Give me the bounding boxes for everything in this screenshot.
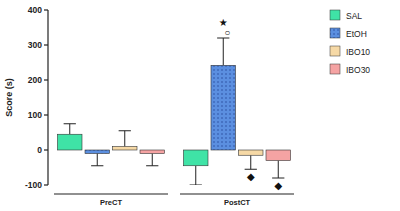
error-stem bbox=[97, 154, 98, 166]
error-stem bbox=[278, 161, 279, 179]
error-bar bbox=[91, 154, 103, 166]
y-tick bbox=[44, 79, 48, 80]
y-tick bbox=[44, 114, 48, 115]
bar bbox=[85, 150, 110, 154]
x-tick-label: PreCT bbox=[100, 198, 123, 207]
bar bbox=[140, 150, 165, 154]
y-tick bbox=[44, 44, 48, 45]
legend-label: IBO10 bbox=[346, 47, 370, 57]
category-bracket bbox=[180, 193, 294, 194]
y-tick-label: 0 bbox=[37, 145, 42, 155]
error-stem bbox=[250, 155, 251, 169]
y-axis bbox=[47, 10, 48, 185]
bar bbox=[239, 150, 264, 155]
y-tick bbox=[44, 149, 48, 150]
y-tick-label: 400 bbox=[28, 5, 42, 15]
annotation: ◆ bbox=[274, 180, 282, 191]
bar bbox=[113, 147, 138, 151]
error-bar bbox=[190, 166, 202, 185]
y-tick-label: 300 bbox=[28, 40, 42, 50]
error-stem bbox=[152, 154, 153, 166]
error-cap bbox=[272, 178, 284, 179]
y-tick bbox=[44, 184, 48, 185]
chart: -1000100200300400Score (s)★○◆◆PreCTPostC… bbox=[0, 0, 400, 211]
error-stem bbox=[195, 166, 196, 185]
legend-swatch bbox=[330, 46, 340, 56]
error-bar bbox=[146, 154, 158, 166]
error-bar bbox=[64, 124, 76, 135]
error-bar bbox=[272, 161, 284, 179]
y-tick-label: 200 bbox=[28, 75, 42, 85]
error-cap bbox=[146, 165, 158, 166]
error-bar bbox=[119, 131, 131, 147]
bar bbox=[266, 150, 291, 161]
annotation: ○ bbox=[224, 27, 230, 38]
legend-label: SAL bbox=[346, 11, 362, 21]
annotation: ◆ bbox=[247, 171, 255, 182]
legend-swatch bbox=[330, 10, 340, 20]
error-bar bbox=[245, 155, 257, 169]
legend-swatch bbox=[330, 28, 340, 38]
error-stem bbox=[69, 124, 70, 135]
x-tick-label: PostCT bbox=[224, 198, 251, 207]
error-cap bbox=[245, 169, 257, 170]
error-stem bbox=[223, 38, 224, 65]
y-tick-label: -100 bbox=[25, 180, 42, 190]
error-cap bbox=[91, 165, 103, 166]
legend-swatch bbox=[330, 64, 340, 74]
error-cap bbox=[190, 185, 202, 186]
legend-label: EtOH bbox=[346, 29, 367, 39]
bars bbox=[64, 38, 285, 185]
error-cap bbox=[119, 130, 131, 131]
y-axis-label: Score (s) bbox=[4, 78, 14, 117]
error-cap bbox=[64, 123, 76, 124]
error-bar bbox=[217, 38, 229, 65]
error-stem bbox=[124, 131, 125, 147]
y-tick bbox=[44, 9, 48, 10]
bar bbox=[211, 65, 236, 150]
bar bbox=[184, 150, 209, 166]
y-tick-label: 100 bbox=[28, 110, 42, 120]
legend-label: IBO30 bbox=[346, 65, 370, 75]
bar bbox=[58, 134, 83, 150]
category-bracket bbox=[54, 193, 168, 194]
